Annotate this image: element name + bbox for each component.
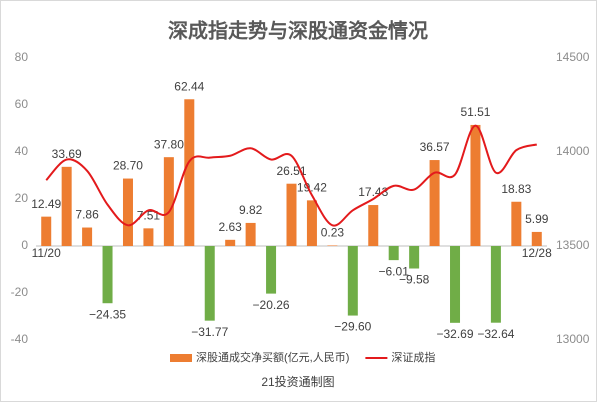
data-label: −6.01 xyxy=(379,264,410,278)
bar xyxy=(122,178,133,246)
y-tick-label: 60 xyxy=(15,97,29,111)
data-label: 18.83 xyxy=(501,182,531,196)
bar xyxy=(306,200,317,246)
bar xyxy=(286,183,297,246)
data-label: −32.64 xyxy=(477,327,514,341)
y-tick-label: -40 xyxy=(11,332,29,346)
data-label: −9.58 xyxy=(399,273,430,287)
data-label: 37.80 xyxy=(154,137,184,151)
bar xyxy=(347,246,358,316)
data-label: 33.69 xyxy=(52,147,82,161)
bar xyxy=(245,222,256,246)
footer: 21投资通制图 xyxy=(261,374,334,389)
data-label: 2.63 xyxy=(219,220,243,234)
bar xyxy=(327,245,338,246)
bar xyxy=(511,201,522,246)
data-label: −24.35 xyxy=(89,307,126,321)
y-tick-label: -20 xyxy=(11,285,29,299)
y-tick-label: 20 xyxy=(15,191,29,205)
data-label: −31.77 xyxy=(191,325,228,339)
bar xyxy=(388,246,399,261)
bar xyxy=(409,246,420,269)
data-label: 17.43 xyxy=(358,185,388,199)
bar xyxy=(82,227,93,246)
data-label: 9.82 xyxy=(239,203,263,217)
line xyxy=(45,124,538,227)
legend-swatch xyxy=(170,354,192,362)
bar xyxy=(225,239,236,246)
bar xyxy=(41,216,52,246)
y2-tick-label: 14000 xyxy=(556,144,590,158)
y-tick-label: 0 xyxy=(21,238,28,252)
y2-tick-label: 13500 xyxy=(556,238,590,252)
bar xyxy=(143,228,154,246)
x-tick-label: 11/20 xyxy=(32,246,61,260)
data-label: −29.60 xyxy=(334,320,371,334)
data-label: 7.86 xyxy=(75,208,99,222)
data-label: 0.23 xyxy=(321,226,345,240)
data-label: 12.49 xyxy=(31,197,61,211)
data-label: 51.51 xyxy=(460,105,490,119)
data-label: 19.42 xyxy=(297,181,327,195)
y-tick-label: 80 xyxy=(15,50,29,64)
bar xyxy=(184,99,195,247)
bar xyxy=(163,157,174,246)
bar xyxy=(204,246,215,321)
bar xyxy=(429,160,440,246)
data-label: 36.57 xyxy=(420,140,450,154)
bar xyxy=(531,231,542,246)
bar xyxy=(450,246,461,323)
x-tick-label: 12/28 xyxy=(522,246,552,260)
y2-tick-label: 14500 xyxy=(556,50,590,64)
data-label: 62.44 xyxy=(174,79,204,93)
y-tick-label: 40 xyxy=(15,144,29,158)
bar xyxy=(470,124,481,246)
bar xyxy=(368,205,379,246)
bar xyxy=(266,246,277,294)
bar xyxy=(490,246,501,323)
data-label: −32.69 xyxy=(436,327,473,341)
legend-label: 深证成指 xyxy=(391,350,435,364)
data-label: −20.26 xyxy=(253,298,290,312)
legend-label: 深股通成交净买额(亿元,人民币) xyxy=(196,350,349,364)
bar xyxy=(102,246,113,304)
y2-tick-label: 13000 xyxy=(556,332,590,346)
bar xyxy=(61,166,72,246)
data-label: 5.99 xyxy=(525,212,549,226)
data-label: 28.70 xyxy=(113,159,143,173)
chart-title: 深成指走势与深股通资金情况 xyxy=(168,18,428,42)
